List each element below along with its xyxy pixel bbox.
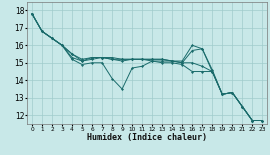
X-axis label: Humidex (Indice chaleur): Humidex (Indice chaleur)	[87, 133, 207, 142]
